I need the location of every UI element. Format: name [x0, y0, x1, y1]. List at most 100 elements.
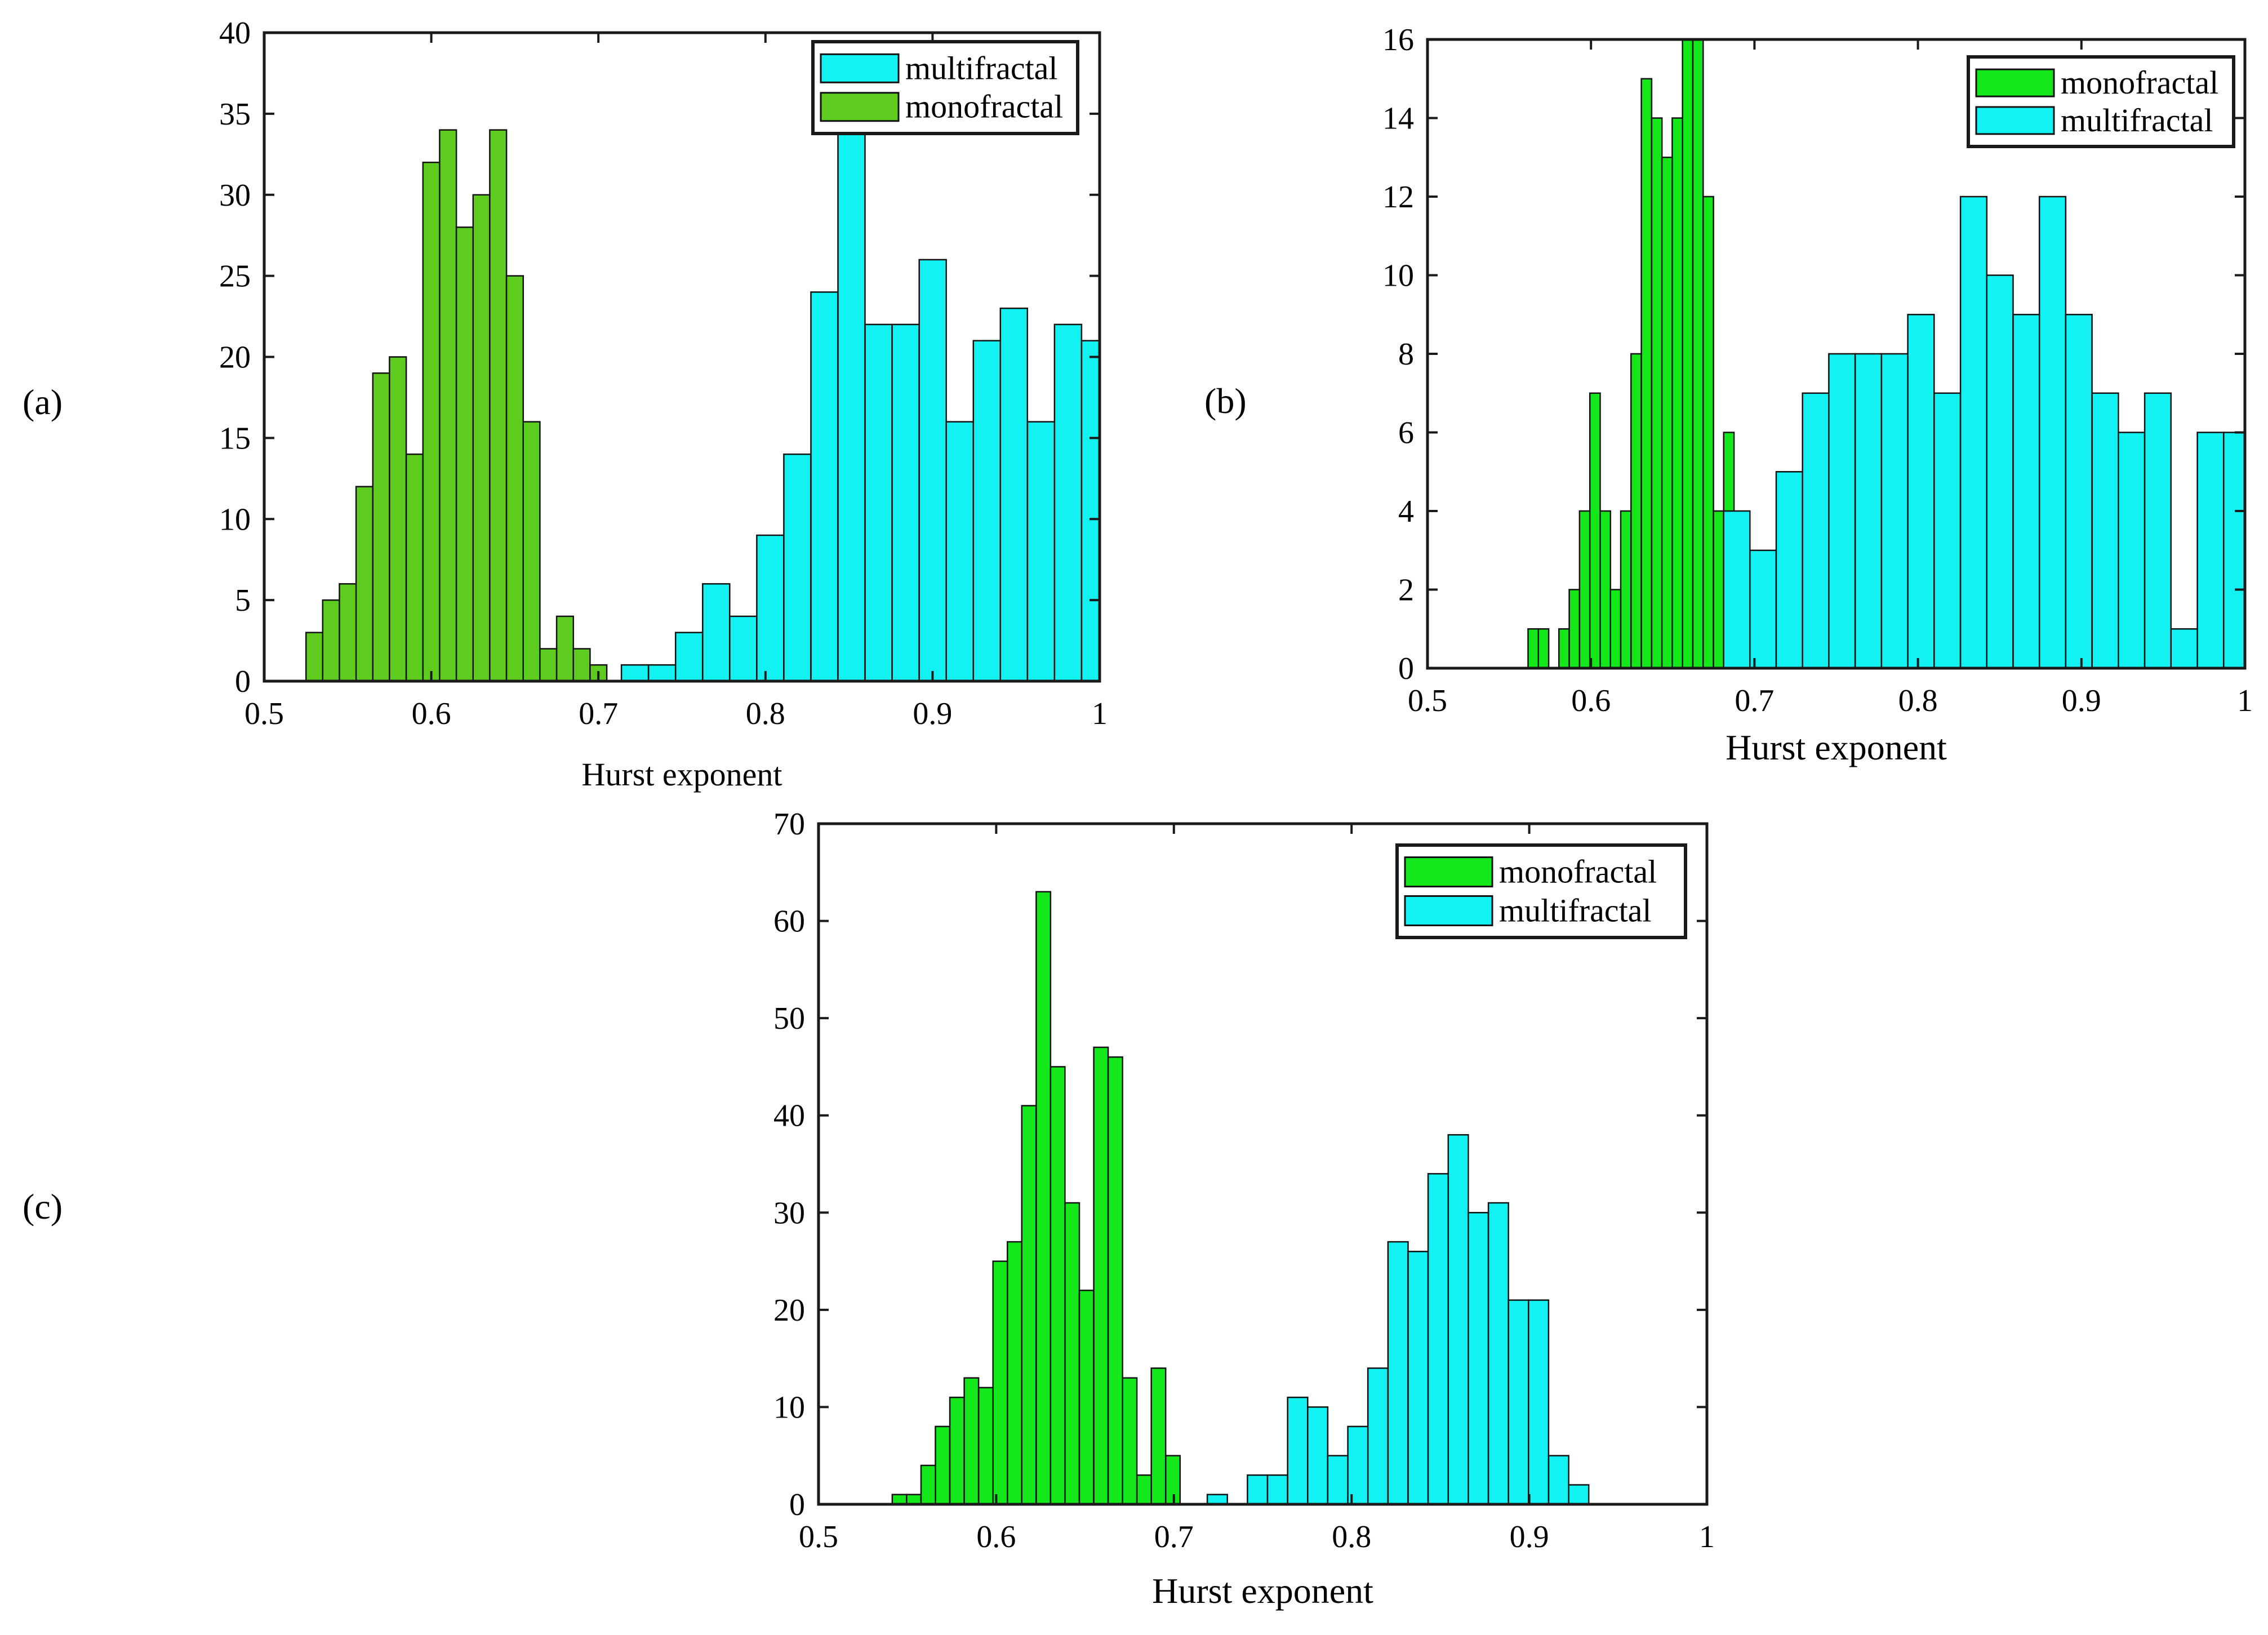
histogram-bar-monofractal — [355, 486, 374, 681]
histogram-bar-monofractal — [305, 632, 324, 681]
y-tick-label: 50 — [773, 1001, 805, 1036]
legend-entry: multifractal — [1499, 892, 1652, 928]
x-tick-label: 0.9 — [1510, 1520, 1549, 1554]
histogram-bar-multifractal — [2118, 432, 2146, 668]
panel-a-label: (a) — [23, 382, 63, 422]
histogram-bar-multifractal — [2038, 196, 2067, 668]
histogram-bar-monofractal — [1150, 1367, 1167, 1504]
histogram-bar-monofractal — [963, 1377, 980, 1504]
histogram-bar-monofractal — [906, 1494, 922, 1504]
x-tick-label: 0.8 — [1898, 683, 1938, 718]
y-tick-label: 15 — [219, 421, 251, 456]
x-tick-label: 0.9 — [2062, 683, 2101, 718]
y-tick-label: 0 — [789, 1487, 805, 1522]
legend-swatch — [820, 53, 900, 83]
histogram-bar-monofractal — [1702, 196, 1714, 668]
y-tick-label: 12 — [1382, 180, 1414, 215]
histogram-bar-multifractal — [1347, 1425, 1369, 1504]
legend-swatch — [1404, 856, 1493, 888]
histogram-bar-monofractal — [1640, 78, 1653, 668]
histogram-bar-monofractal — [1599, 510, 1612, 668]
histogram-bar-monofractal — [489, 129, 508, 681]
histogram-bar-monofractal — [977, 1387, 994, 1504]
panel-b-y-tick-labels: 0 2 4 6 8 10 12 14 16 — [1382, 23, 1414, 686]
histogram-bar-multifractal — [1828, 353, 1856, 668]
histogram-bar-multifractal — [1907, 314, 1935, 668]
histogram-bar-multifractal — [674, 632, 704, 681]
panel-b-bars — [1527, 39, 2245, 668]
panel-b-ticks — [1426, 38, 2246, 669]
histogram-bar-multifractal — [2196, 432, 2225, 668]
histogram-bar-multifractal — [1959, 196, 1988, 668]
x-tick-label: 0.8 — [1332, 1520, 1371, 1554]
y-tick-label: 70 — [773, 807, 805, 842]
histogram-bar-monofractal — [1630, 353, 1642, 668]
panel-a-bars — [305, 129, 1100, 681]
panel-b-legend: monofractal multifractal — [1967, 55, 2235, 148]
x-tick-label: 0.5 — [244, 696, 284, 731]
histogram-bar-multifractal — [1026, 421, 1056, 681]
histogram-bar-monofractal — [1651, 117, 1663, 668]
histogram-bar-multifractal — [945, 421, 974, 681]
legend-swatch — [1975, 68, 2055, 97]
x-tick-label: 0.6 — [412, 696, 451, 731]
histogram-bar-monofractal — [372, 372, 390, 681]
y-tick-label: 4 — [1398, 494, 1414, 529]
x-tick-label: 0.5 — [799, 1520, 838, 1554]
histogram-bar-monofractal — [935, 1425, 951, 1504]
histogram-bar-monofractal — [949, 1396, 965, 1504]
histogram-bar-monofractal — [1035, 891, 1052, 1504]
histogram-bar-multifractal — [1367, 1367, 1389, 1504]
y-tick-label: 35 — [219, 97, 251, 132]
histogram-bar-multifractal — [1802, 392, 1830, 668]
histogram-bar-monofractal — [322, 599, 340, 681]
histogram-bar-multifractal — [756, 534, 785, 681]
x-tick-label: 1 — [2237, 683, 2253, 718]
histogram-bar-multifractal — [999, 307, 1029, 681]
histogram-bar-monofractal — [555, 615, 575, 681]
histogram-bar-multifractal — [810, 291, 839, 681]
y-tick-label: 25 — [219, 259, 251, 294]
histogram-bar-multifractal — [1528, 1299, 1550, 1504]
histogram-bar-monofractal — [891, 1494, 908, 1504]
x-tick-label: 0.6 — [1571, 683, 1611, 718]
y-tick-label: 10 — [219, 502, 251, 537]
histogram-bar-monofractal — [405, 453, 424, 681]
y-tick-label: 30 — [219, 178, 251, 213]
histogram-bar-monofractal — [1049, 1066, 1066, 1504]
panel-c-legend: monofractal multifractal — [1395, 843, 1687, 939]
y-tick-label: 2 — [1398, 573, 1414, 608]
histogram-bar-multifractal — [702, 583, 731, 681]
histogram-bar-monofractal — [1682, 39, 1694, 668]
histogram-bar-monofractal — [1021, 1105, 1037, 1504]
histogram-bar-multifractal — [2144, 392, 2172, 668]
histogram-bar-multifractal — [2170, 628, 2198, 668]
panel-b-x-axis-title: Hurst exponent — [1726, 727, 1947, 767]
panel-a-y-tick-labels: 0 5 10 15 20 25 30 35 40 — [219, 16, 251, 699]
histogram-bar-multifractal — [1206, 1494, 1228, 1504]
panel-c-histogram: (c) 0.5 0.6 0.7 0.8 0.9 1 0 10 20 30 40 … — [23, 807, 1715, 1611]
panel-b-x-tick-labels: 0.5 0.6 0.7 0.8 0.9 1 — [1408, 683, 2253, 718]
histogram-bar-monofractal — [1136, 1474, 1152, 1504]
panel-a-x-tick-labels: 0.5 0.6 0.7 0.8 0.9 1 — [244, 696, 1108, 731]
y-tick-label: 40 — [773, 1099, 805, 1134]
histogram-bar-monofractal — [920, 1464, 936, 1504]
histogram-bar-monofractal — [1064, 1202, 1080, 1504]
histogram-bar-multifractal — [1287, 1396, 1309, 1504]
x-tick-label: 1 — [1092, 696, 1108, 731]
panel-a-ticks — [263, 32, 1101, 682]
panel-c-label: (c) — [23, 1187, 63, 1227]
y-tick-label: 10 — [773, 1390, 805, 1425]
histogram-bar-multifractal — [1467, 1212, 1489, 1504]
panel-c-plot-frame — [817, 822, 1709, 1506]
histogram-bar-multifractal — [1547, 1455, 1569, 1504]
histogram-bar-multifractal — [1247, 1474, 1269, 1504]
histogram-bar-multifractal — [647, 664, 677, 681]
histogram-bar-multifractal — [1080, 340, 1100, 681]
x-tick-label: 0.8 — [746, 696, 785, 731]
legend-swatch — [1975, 106, 2055, 135]
x-tick-label: 0.7 — [579, 696, 618, 731]
histogram-bar-multifractal — [1723, 510, 1751, 668]
